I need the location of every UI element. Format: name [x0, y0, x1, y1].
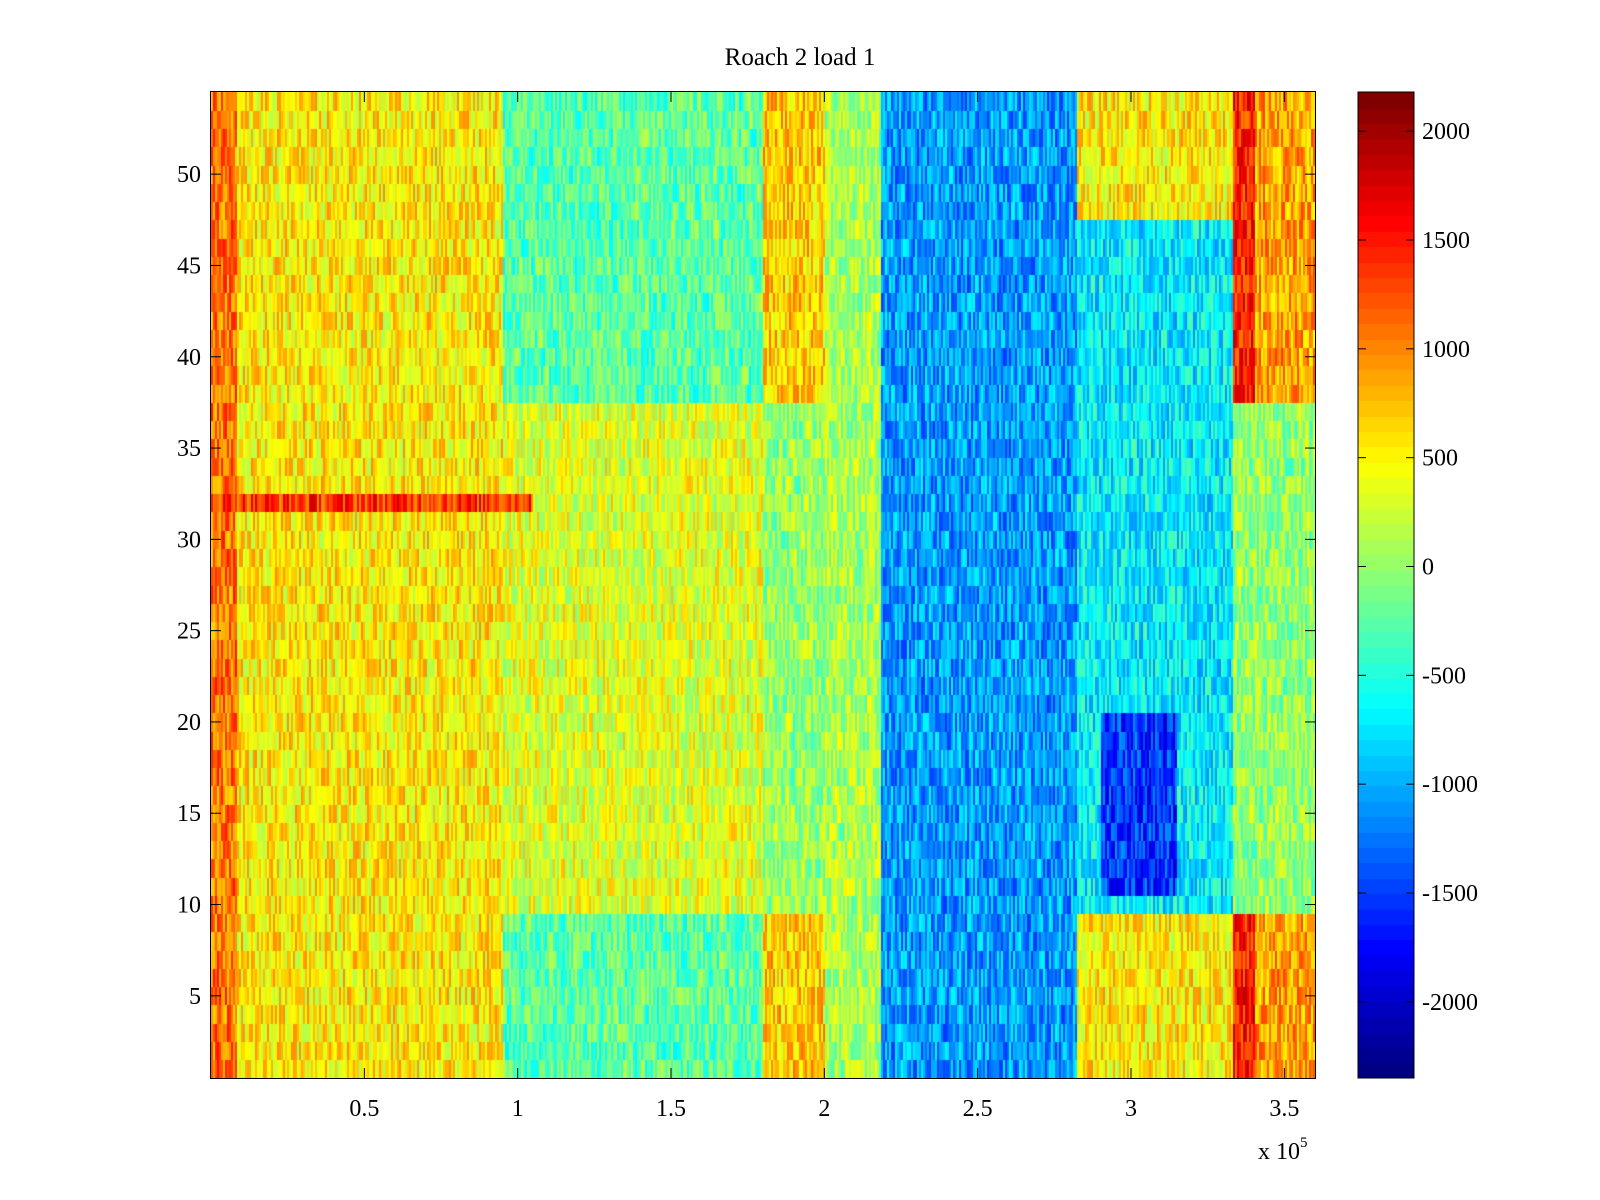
colorbar-tick-label: -2000 [1422, 990, 1478, 1016]
colorbar-tick-label: 500 [1422, 446, 1458, 472]
colorbar-tick-label: -1000 [1422, 772, 1478, 798]
x-tick-label: 0.5 [349, 1096, 379, 1122]
x-exponent-base: x 10 [1258, 1139, 1300, 1165]
colorbar-ticks: 2000 1500 1000 500 0 -500 -1000 -1500 -2000 [1358, 119, 1478, 1016]
colorbar-tick-label: 1500 [1422, 228, 1470, 254]
colorbar-frame [1357, 91, 1415, 1079]
y-axis-ticks: 5 10 15 20 25 30 35 40 45 50 [177, 162, 1315, 1010]
y-tick-label: 40 [177, 345, 201, 371]
y-tick-label: 35 [177, 436, 201, 462]
y-tick-label: 25 [177, 619, 201, 645]
y-tick-label: 45 [177, 253, 201, 279]
colorbar-tick-label: -1500 [1422, 881, 1478, 907]
x-tick-label: 2 [818, 1096, 830, 1122]
x-axis-exponent-label: x 105 [1258, 1135, 1308, 1166]
x-tick-label: 2.5 [963, 1096, 993, 1122]
x-tick-label: 1.5 [656, 1096, 686, 1122]
colorbar-tick-label: 1000 [1422, 337, 1470, 363]
y-tick-label: 5 [189, 984, 201, 1010]
heatmap-image [211, 92, 1315, 1078]
colorbar-tick-label: -500 [1422, 663, 1466, 689]
y-tick-label: 50 [177, 162, 201, 188]
plot-area-frame [210, 91, 1316, 1079]
y-tick-label: 30 [177, 527, 201, 553]
x-tick-label: 3.5 [1269, 1096, 1299, 1122]
y-tick-label: 10 [177, 893, 201, 919]
x-axis-ticks: 0.5 1 1.5 2 2.5 3 3.5 [349, 92, 1299, 1122]
colorbar-tick-label: 0 [1422, 554, 1434, 580]
x-exponent-power: 5 [1300, 1135, 1308, 1151]
colorbar-tick-label: 2000 [1422, 119, 1470, 145]
x-tick-label: 1 [512, 1096, 524, 1122]
y-tick-label: 20 [177, 710, 201, 736]
y-tick-label: 15 [177, 801, 201, 827]
colorbar [1358, 92, 1414, 1078]
chart-title: Roach 2 load 1 [724, 44, 876, 71]
x-tick-label: 3 [1125, 1096, 1137, 1122]
